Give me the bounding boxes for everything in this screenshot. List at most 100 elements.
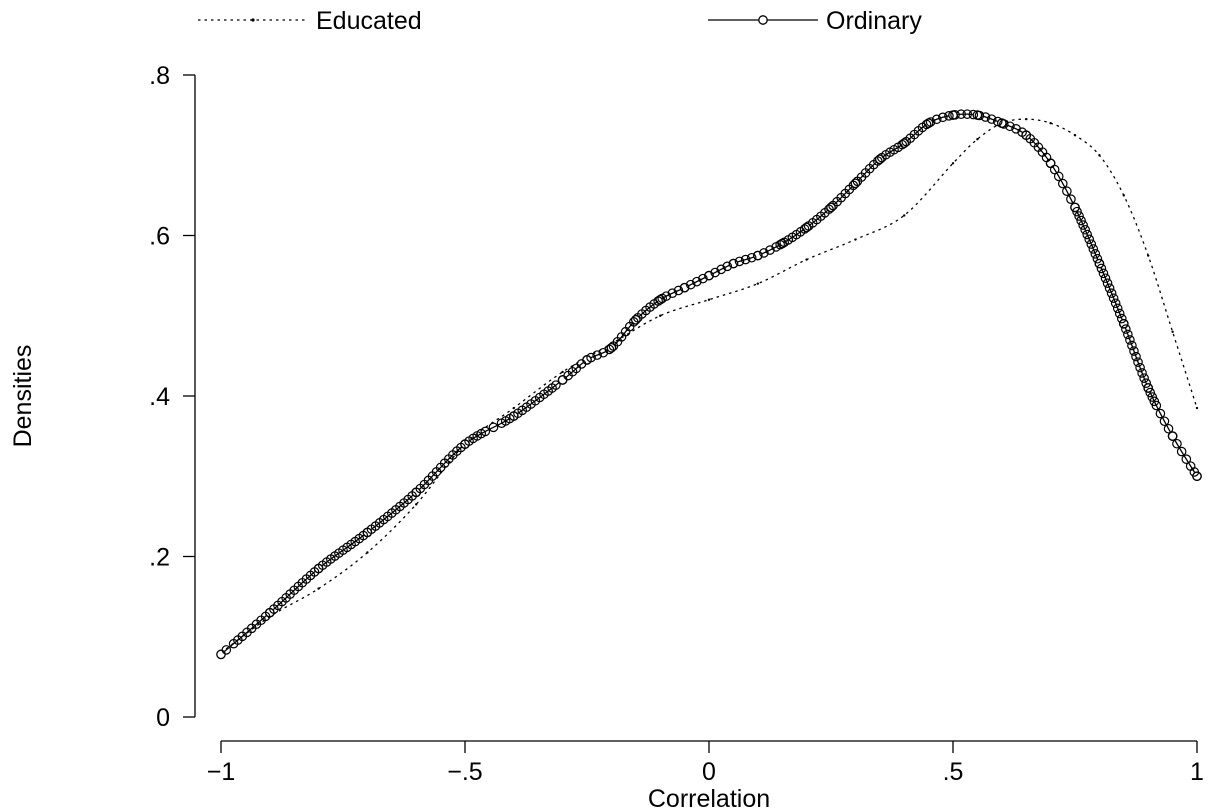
curve-marker <box>1147 392 1158 402</box>
curve-marker <box>1080 224 1090 235</box>
y-tick-label: .6 <box>149 223 170 251</box>
curve-marker <box>586 352 596 363</box>
curve-marker <box>1133 357 1143 367</box>
curve-marker <box>1100 273 1111 284</box>
curve-marker <box>1127 340 1137 351</box>
x-tick-label: .5 <box>943 758 964 786</box>
curve-marker <box>938 112 948 123</box>
curve-marker <box>931 114 942 125</box>
data-point <box>1073 133 1077 137</box>
legend-item-ordinary: Ordinary <box>708 7 922 35</box>
legend-marker-educated <box>251 18 255 22</box>
curve-marker <box>1151 400 1162 411</box>
curve-marker <box>716 264 726 275</box>
x-tick-label: −1 <box>207 758 236 786</box>
legend-marker-ordinary <box>758 15 768 25</box>
data-point <box>1195 406 1199 410</box>
curve-marker <box>1176 446 1187 457</box>
y-tick-label: .2 <box>149 544 170 572</box>
curve-marker <box>950 110 960 120</box>
curve-marker <box>944 111 954 121</box>
curve-marker <box>551 380 561 390</box>
curve-marker <box>1155 408 1166 419</box>
curve-marker <box>1119 318 1129 329</box>
curve-marker <box>1078 220 1088 230</box>
curve-marker <box>592 350 602 360</box>
data-point <box>903 214 906 217</box>
curve-marker <box>1145 387 1156 398</box>
y-tick-label: 0 <box>156 704 170 732</box>
curve-marker <box>752 250 763 261</box>
curve-marker <box>1129 346 1139 356</box>
data-point <box>976 138 979 141</box>
legend-label-ordinary: Ordinary <box>826 7 922 35</box>
curve-marker <box>746 252 757 263</box>
curve-marker <box>734 256 745 267</box>
curve-marker <box>968 109 979 120</box>
curve-marker <box>1163 423 1174 434</box>
curve-marker <box>661 291 672 301</box>
curve-marker <box>1049 164 1060 175</box>
legend-item-educated: Educated <box>198 7 422 35</box>
data-point <box>1098 154 1101 157</box>
curve-marker <box>1058 178 1068 189</box>
curve-marker <box>1112 303 1123 314</box>
curve-marker <box>667 288 678 298</box>
curve-marker <box>1104 283 1115 293</box>
curve-marker <box>722 261 733 272</box>
curve-marker <box>980 112 991 122</box>
data-point <box>1122 194 1126 197</box>
curve-marker <box>1181 454 1192 464</box>
x-axis-label: Correlation <box>648 785 770 811</box>
curve-marker <box>1102 278 1113 288</box>
curve-marker <box>1114 308 1125 319</box>
curve-marker <box>1131 351 1141 362</box>
curve-marker <box>1090 249 1101 259</box>
curve-marker <box>1053 171 1064 182</box>
curve-marker <box>1082 229 1092 240</box>
curve-marker <box>488 422 499 433</box>
data-point <box>805 258 808 261</box>
legend: Educated Ordinary <box>198 7 922 35</box>
data-point <box>317 587 320 590</box>
curve-marker <box>221 645 232 655</box>
curve-marker <box>673 285 684 296</box>
data-point <box>512 406 515 410</box>
curve-marker <box>1110 298 1121 309</box>
curve-marker <box>728 258 739 269</box>
data-point <box>659 314 662 317</box>
curve-marker <box>974 110 985 121</box>
curve-marker <box>992 116 1003 127</box>
curve-marker <box>1086 239 1097 249</box>
series-educated <box>219 117 1199 654</box>
curve-marker <box>759 248 769 258</box>
curve-marker <box>1159 416 1170 427</box>
curve-marker <box>1074 211 1084 221</box>
curve-marker <box>962 109 973 119</box>
curve-marker <box>1066 194 1076 204</box>
curve-marker <box>999 119 1009 129</box>
data-point <box>366 551 369 554</box>
data-point <box>756 282 759 285</box>
curve-marker <box>1072 206 1082 217</box>
curve-marker <box>1096 263 1107 274</box>
ticks: 0 .2 .4 .6 .8 −1 −.5 0 .5 1 <box>149 62 1204 786</box>
curve-marker <box>704 270 714 281</box>
curve-marker <box>1088 244 1099 254</box>
data-point <box>951 162 955 165</box>
curve-marker <box>1143 383 1153 393</box>
data-point <box>415 503 418 506</box>
curve-marker <box>1084 234 1095 245</box>
y-tick-label: .4 <box>149 383 170 411</box>
curve-marker <box>1137 368 1147 378</box>
y-tick-label: .8 <box>149 62 170 90</box>
y-axis-label: Densities <box>9 345 37 448</box>
curve-marker <box>1135 362 1145 373</box>
x-tick-label: −.5 <box>447 758 482 786</box>
data-point <box>1049 121 1052 125</box>
curve-marker <box>740 254 751 265</box>
data-point <box>1171 330 1174 333</box>
curve-marker <box>956 109 966 120</box>
data-point <box>561 370 564 374</box>
